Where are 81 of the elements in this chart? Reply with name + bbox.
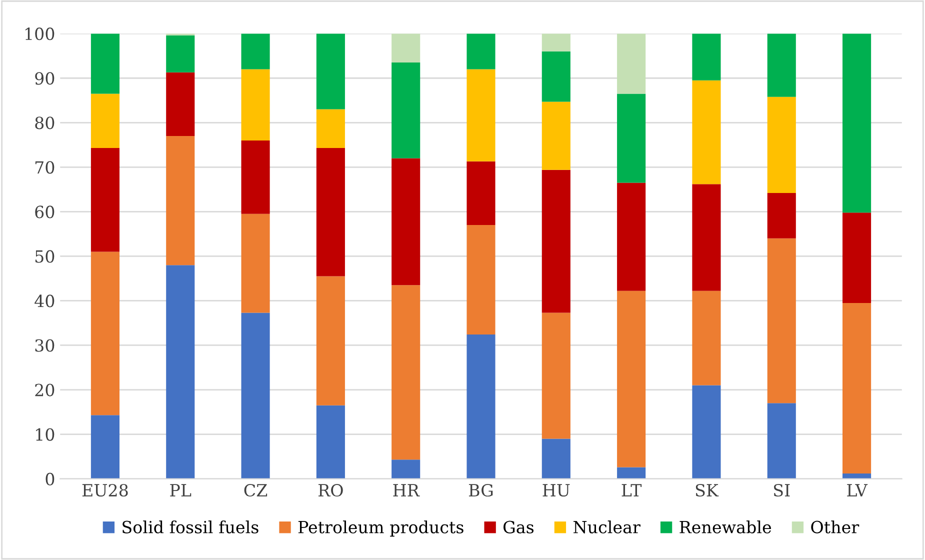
bar [316,34,345,110]
bar [617,182,646,291]
x-tick-label: EU28 [82,484,128,497]
x-tick-label: CZ [244,484,268,497]
bar [90,34,120,94]
bar [466,225,496,335]
y-tick-label: 100 [25,28,54,40]
bar [241,214,270,313]
x-tick-label: HR [393,484,420,496]
bar [692,34,721,80]
bar [842,302,872,474]
x-tick-label: HU [542,484,570,497]
y-tick-label: 60 [35,206,54,218]
bar [767,96,796,193]
x-tick-label: SK [696,484,719,497]
bar [617,467,646,479]
bar [316,276,345,406]
legend-label: Gas [504,520,534,534]
x-tick-label: LT [622,484,642,496]
bar [542,34,570,52]
y-tick-label: 0 [46,472,54,486]
bar [466,334,496,479]
bar [542,438,570,479]
bar [692,80,721,184]
bar [90,415,120,479]
x-tick-label: SI [774,484,790,497]
y-tick-label: 20 [35,384,54,396]
bar [542,312,570,439]
bar [542,170,570,313]
x-tick-label: LV [847,484,868,496]
bar [466,34,496,70]
bar [241,69,270,140]
bar [466,69,496,162]
y-tick-label: 30 [35,339,54,352]
bar [166,265,195,479]
y-tick-label: 90 [35,72,54,85]
bar [617,34,646,94]
bar [767,192,796,238]
bar [90,148,120,252]
bar [767,238,796,404]
legend-label: Renewable [680,520,772,534]
bar [392,460,420,479]
bar [466,161,496,226]
legend-label: Solid fossil fuels [122,520,258,534]
legend-label: Other [811,520,860,534]
bar [316,148,345,276]
bar [241,34,270,70]
x-tick-label: RO [318,484,343,497]
y-tick-label: 10 [36,428,54,441]
bar [90,252,120,416]
bar [692,385,721,479]
bar [767,34,796,97]
bar [392,34,420,63]
bar [842,34,872,213]
bar [617,94,646,183]
bar [90,94,120,148]
legend-label: Petroleum products [298,520,464,537]
bar [392,62,420,158]
y-tick-label: 70 [35,161,54,174]
legend-label: Nuclear [574,520,640,534]
bar [316,405,345,479]
bar [767,403,796,479]
bar [692,184,721,291]
bar [542,102,570,170]
bar [241,140,270,214]
bar [241,312,270,479]
x-tick-label: PL [170,484,192,496]
bar [392,285,420,460]
bar [166,35,195,72]
bar [392,158,420,286]
bar [166,136,195,266]
y-tick-label: 80 [35,116,54,130]
bar [542,51,570,102]
y-tick-label: 50 [35,250,54,263]
bar [166,72,195,136]
bar [842,212,872,303]
y-tick-label: 40 [34,294,54,308]
bar [617,290,646,468]
bar [692,290,721,386]
bar [316,109,345,148]
x-tick-label: BG [468,484,493,497]
